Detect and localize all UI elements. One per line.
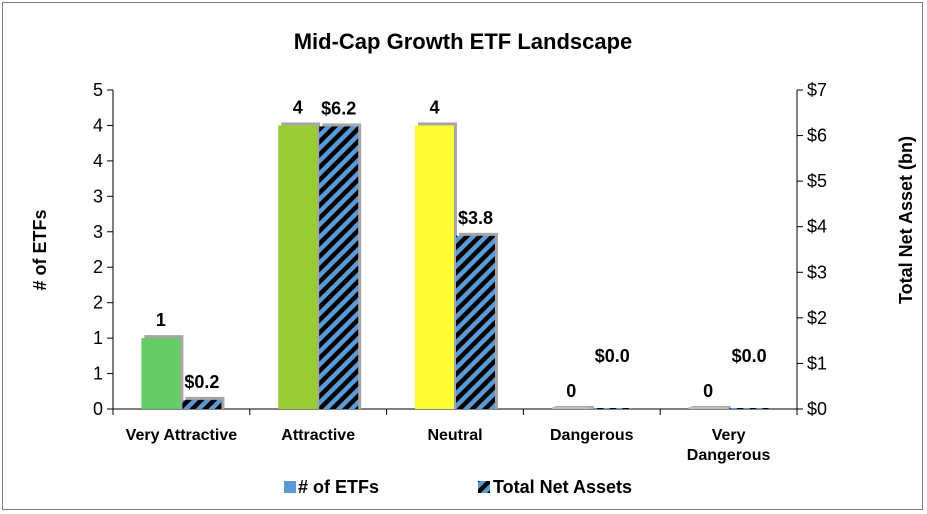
data-label-etf-count: 0 (703, 381, 713, 401)
data-label-net-assets: $0.2 (184, 372, 219, 392)
y-right-tick-label: $5 (807, 171, 827, 191)
data-label-net-assets: $0.0 (732, 346, 767, 366)
bar-net-assets (592, 408, 632, 409)
legend-label-etf-count: # of ETFs (298, 477, 379, 497)
x-category-label: Dangerous (687, 447, 771, 464)
data-label-net-assets: $6.2 (321, 98, 356, 118)
bar-net-assets (729, 408, 769, 409)
y-left-tick-label: 2 (93, 293, 103, 313)
bar-etf-count (415, 125, 454, 409)
legend: # of ETFs Total Net Assets (284, 477, 632, 497)
y-right-tick-label: $6 (807, 126, 827, 146)
bar-net-assets (182, 399, 222, 409)
y-right-tick-label: $1 (807, 353, 827, 373)
x-category-label: Dangerous (550, 427, 634, 444)
bar-etf-count (688, 407, 728, 409)
y-left-tick-label: 0 (93, 399, 103, 419)
x-category-label: Neutral (427, 427, 482, 444)
y-right-tick-label: $4 (807, 217, 827, 237)
legend-swatch-net-assets (478, 481, 490, 493)
y-right-tick-label: $2 (807, 308, 827, 328)
bar-etf-count (278, 125, 318, 409)
data-label-net-assets: $0.0 (595, 346, 630, 366)
chart-title: Mid-Cap Growth ETF Landscape (294, 29, 633, 54)
x-category-label: Very (712, 427, 746, 444)
y-left-tick-label: 1 (93, 328, 103, 348)
y-left-tick-label: 4 (93, 151, 103, 171)
y-left-tick-label: 3 (93, 186, 103, 206)
y-left-tick-label: 3 (93, 222, 103, 242)
data-label-etf-count: 0 (566, 381, 576, 401)
bar-net-assets (456, 235, 495, 409)
legend-swatch-etf-count (284, 481, 296, 493)
y-left-axis-title: # of ETFs (30, 209, 50, 290)
x-category-label: Very Attractive (126, 427, 238, 444)
y-right-tick-label: $0 (807, 399, 827, 419)
y-right-tick-label: $3 (807, 262, 827, 282)
x-category-label: Attractive (281, 427, 355, 444)
y-left-tick-label: 5 (93, 80, 103, 100)
plot-area: 0 1 1 2 2 3 3 4 4 5 $0 $1 $2 $3 $4 $5 $6 $7 1 $0.2 Very Attr… (93, 80, 827, 464)
y-right-axis-title: Total Net Asset (bn) (896, 136, 916, 304)
data-label-etf-count: 4 (293, 97, 303, 117)
legend-label-net-assets: Total Net Assets (493, 477, 632, 497)
y-right-tick-label: $7 (807, 80, 827, 100)
bar-net-assets (319, 126, 359, 409)
bar-etf-count (551, 407, 591, 409)
bar-etf-count (141, 338, 181, 409)
data-label-etf-count: 4 (429, 97, 439, 117)
data-label-etf-count: 1 (156, 310, 166, 330)
data-label-net-assets: $3.8 (458, 208, 493, 228)
y-left-tick-label: 1 (93, 364, 103, 384)
y-left-tick-label: 2 (93, 257, 103, 277)
y-left-tick-label: 4 (93, 115, 103, 135)
